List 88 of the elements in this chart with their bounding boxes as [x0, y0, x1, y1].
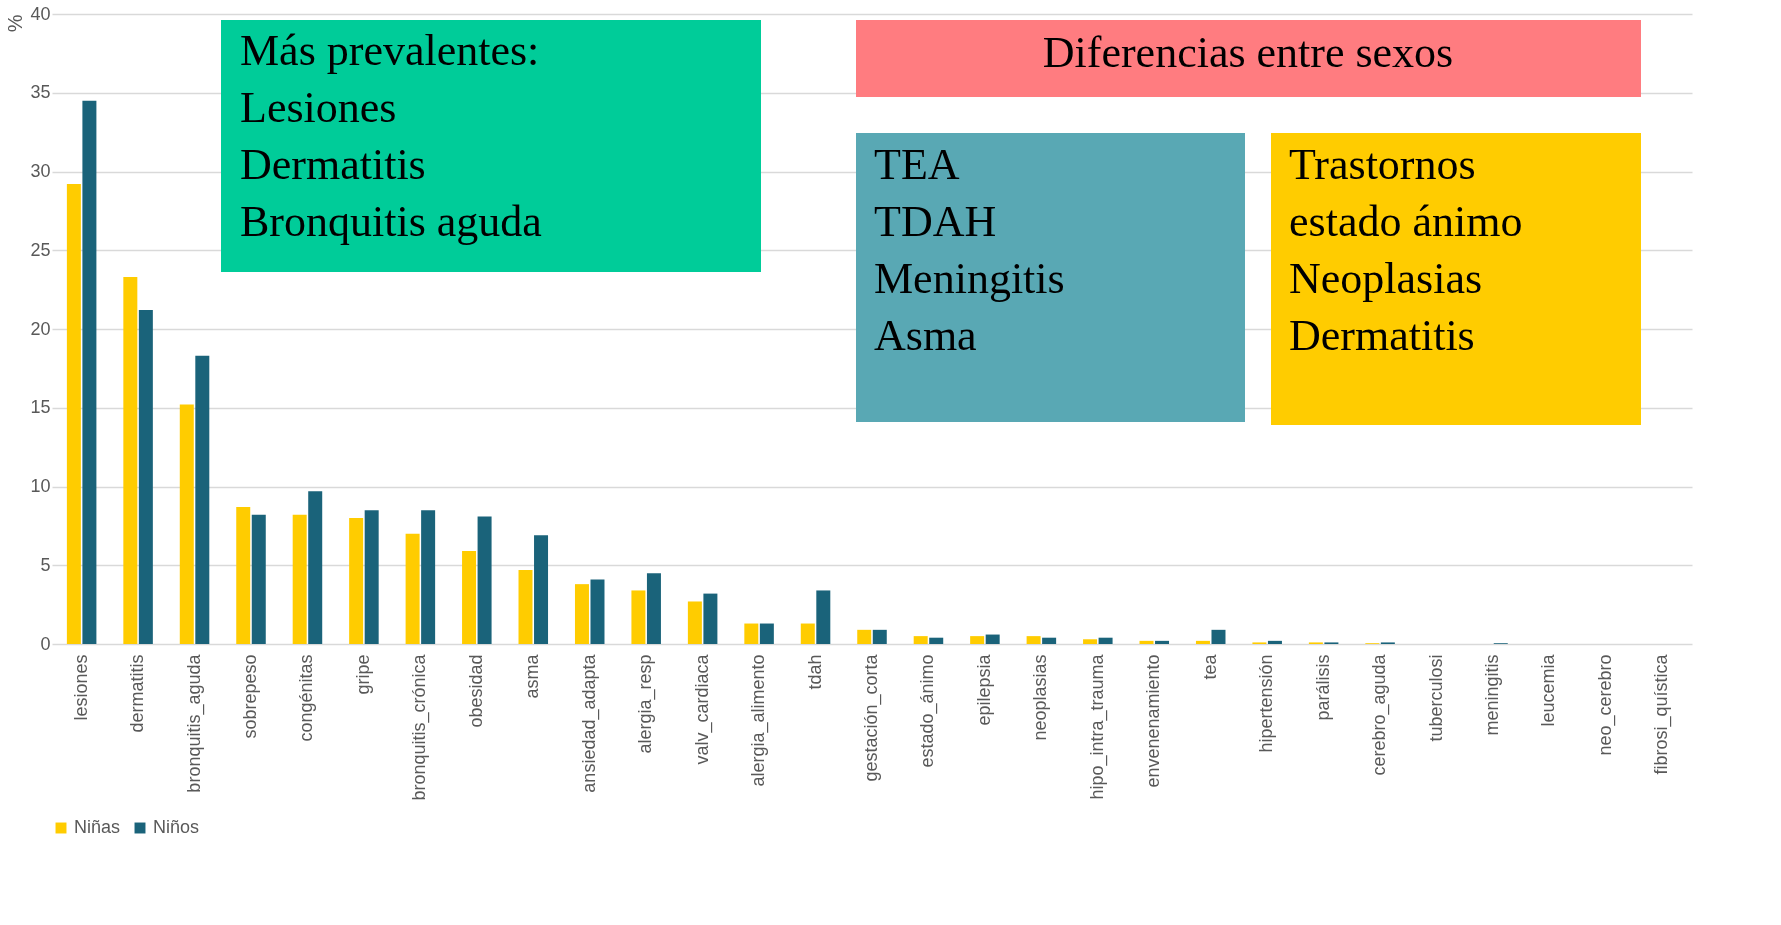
bar — [195, 355, 210, 644]
x-tick-label: asma — [522, 653, 543, 699]
annotation: TEA TDAH Meningitis Asma — [874, 140, 1065, 360]
x-tick-label: gripe — [352, 654, 373, 695]
bar — [590, 579, 605, 644]
x-tick-label: alergia_alimento — [748, 654, 770, 787]
bar — [687, 601, 702, 644]
x-tick-label: lesiones — [70, 654, 91, 721]
bar — [138, 310, 153, 644]
y-tick-label: 30 — [30, 161, 51, 181]
bar — [1211, 629, 1226, 644]
bar — [123, 277, 138, 644]
y-axis-title: % — [4, 14, 27, 33]
x-tick-label: hipo_intra_trauma — [1086, 653, 1108, 800]
y-tick-label: 35 — [30, 82, 51, 103]
bar — [816, 590, 831, 644]
x-tick-label: cerebro_aguda — [1369, 653, 1391, 776]
bar — [1195, 640, 1210, 644]
bar — [179, 404, 194, 644]
bar — [703, 593, 718, 644]
x-tick-label: obesidad — [465, 654, 486, 728]
x-tick-label: dermatitis — [127, 654, 148, 733]
bar — [518, 569, 533, 644]
x-tick-label: alergia_resp — [635, 654, 657, 754]
bar — [1026, 636, 1041, 644]
x-tick-label: tdah — [804, 654, 825, 690]
bar — [929, 637, 944, 644]
bar — [857, 629, 872, 644]
bar — [970, 636, 985, 644]
annotation: Diferencias entre sexos — [1042, 28, 1454, 77]
bar — [1098, 637, 1113, 644]
bar — [1042, 637, 1057, 644]
x-tick-label: epilepsia — [973, 653, 994, 726]
x-tick-label: sobrepeso — [240, 654, 260, 739]
bar — [574, 584, 589, 644]
bar — [985, 634, 1000, 644]
bar — [236, 506, 251, 644]
bar — [82, 100, 97, 644]
bar — [1155, 640, 1170, 644]
bar — [913, 636, 928, 644]
x-tick-label: tuberculosi — [1425, 654, 1446, 742]
bar — [631, 590, 646, 644]
bar — [759, 623, 774, 644]
bar — [66, 184, 81, 644]
bar — [421, 510, 436, 644]
bar — [744, 623, 759, 644]
x-tick-label: neoplasias — [1030, 654, 1051, 741]
y-tick-label: 0 — [40, 633, 51, 654]
y-tick-label: 15 — [30, 397, 51, 418]
y-tick-label: 5 — [40, 554, 51, 575]
bar — [1139, 640, 1154, 644]
x-tick-label: hipertensión — [1256, 654, 1277, 753]
y-tick-label: 25 — [30, 239, 51, 260]
y-tick-label: 40 — [30, 3, 51, 24]
x-tick-label: estado_ánimo — [917, 654, 939, 768]
x-tick-label: congénitas — [296, 654, 317, 742]
x-tick-label: fibrosi_quística — [1651, 653, 1673, 775]
bar — [477, 516, 492, 644]
x-tick-label: bronquitis_aguda — [183, 653, 205, 793]
bar — [872, 629, 887, 644]
x-tick-label: valv_cardiaca — [691, 653, 713, 765]
x-tick-label: leucemia — [1538, 653, 1559, 727]
x-tick-label: neo_cerebro — [1594, 654, 1616, 756]
annotation: Más prevalentes: Lesiones Dermatitis Bronquitis aguda — [240, 26, 542, 246]
bar — [1083, 639, 1098, 644]
bar — [308, 491, 323, 644]
x-tick-label: meningitis — [1482, 654, 1502, 736]
annotation: Trastornos estado ánimo Neoplasias Dermatitis — [1289, 140, 1523, 360]
bar — [646, 573, 661, 644]
bar — [405, 533, 420, 644]
x-tick-label: envenenamiento — [1143, 654, 1164, 788]
x-tick-label: bronquitis_crónica — [409, 653, 431, 801]
y-tick-label: 10 — [30, 476, 51, 496]
bar — [462, 551, 477, 644]
x-tick-label: tea — [1199, 653, 1220, 680]
legend-label: Niñas — [74, 817, 121, 837]
bar — [1267, 640, 1282, 644]
bar — [534, 535, 549, 644]
bar — [364, 510, 379, 644]
y-tick-label: 20 — [30, 318, 51, 339]
x-tick-label: gestación_corta — [861, 653, 882, 782]
bar — [349, 518, 364, 644]
bar — [292, 514, 307, 644]
legend-label: Niños — [153, 817, 200, 837]
bar — [251, 514, 266, 644]
x-tick-label: ansiedad_adapta — [578, 653, 600, 793]
bar — [800, 623, 815, 644]
x-tick-label: parálisis — [1312, 654, 1333, 721]
